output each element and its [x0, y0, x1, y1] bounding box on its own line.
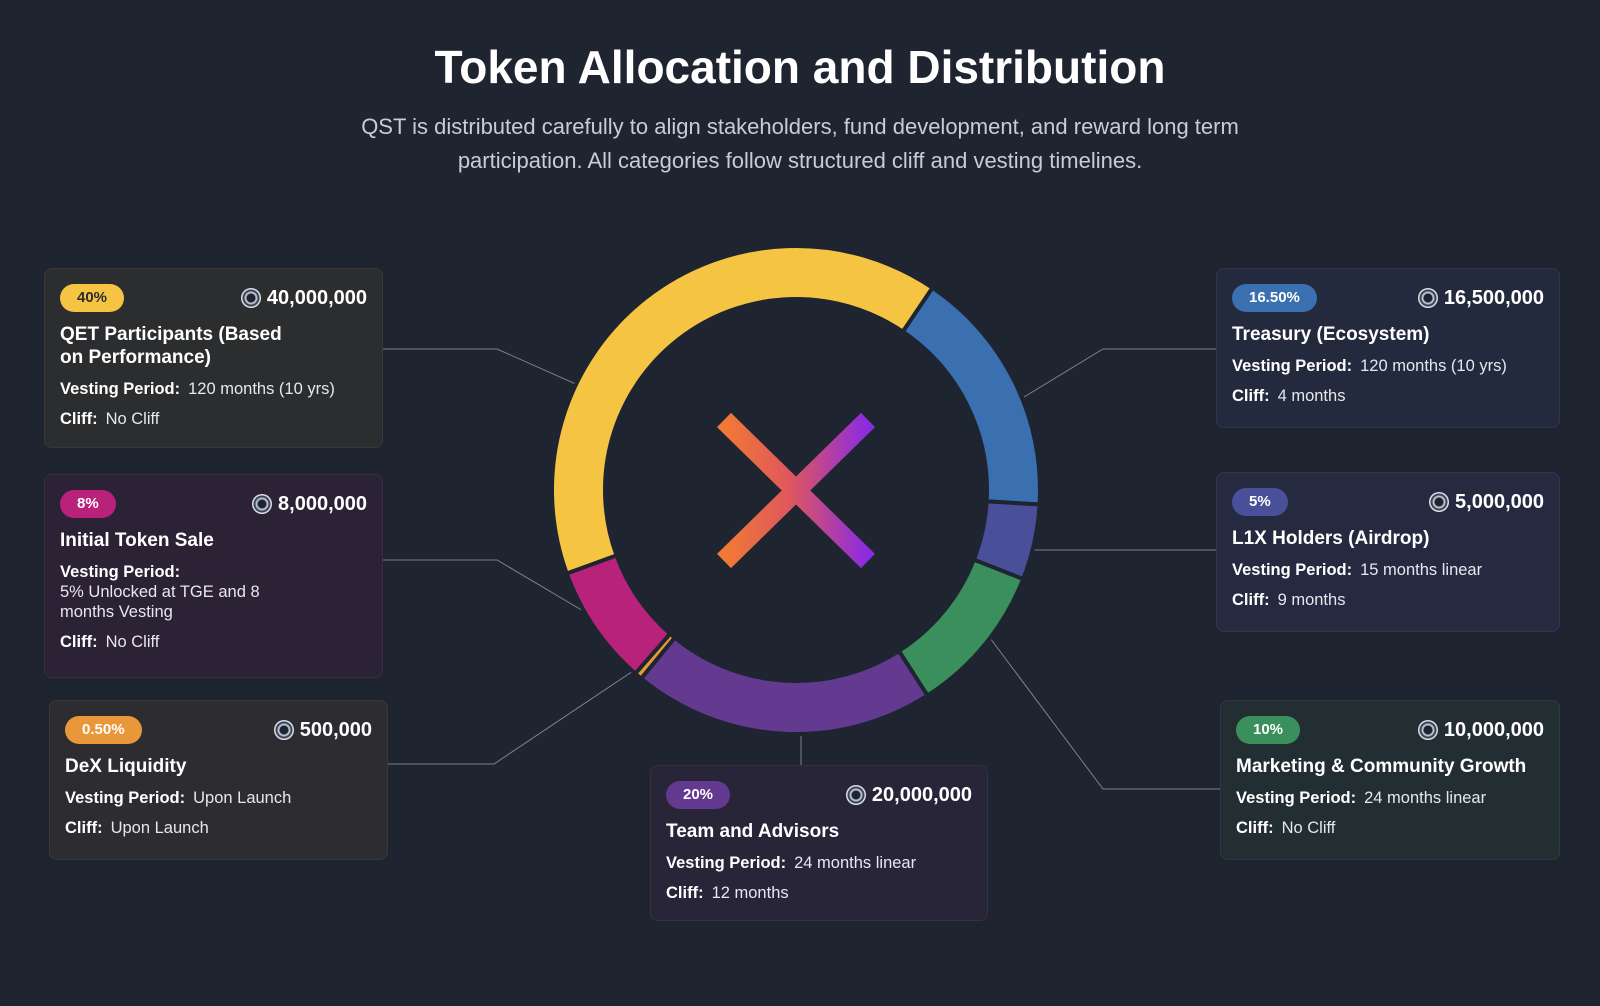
page-title: Token Allocation and Distribution	[434, 41, 1166, 93]
allocation-card-l1x: 5% 5,000,000 L1X Holders (Airdrop) Vesti…	[1216, 472, 1560, 632]
allocation-card-qet: 40% 40,000,000 QET Participants (Based o…	[44, 268, 383, 448]
vesting-label: Vesting Period:	[666, 854, 787, 872]
allocation-card-treasury: 16.50% 16,500,000 Treasury (Ecosystem) V…	[1216, 268, 1560, 428]
allocation-name: DeX Liquidity	[65, 756, 187, 777]
token-amount: 500,000	[299, 718, 372, 741]
percent-badge: 0.50%	[65, 716, 142, 744]
token-coin-icon	[1417, 720, 1438, 740]
allocation-name: Marketing & Community Growth	[1236, 756, 1527, 777]
cliff-label: Cliff:	[1236, 819, 1274, 837]
allocation-card-marketing: 10% 10,000,000 Marketing & Community Gro…	[1220, 700, 1560, 860]
token-amount: 40,000,000	[266, 286, 367, 309]
donut-slice-qet-participants-based-on-performance	[550, 244, 936, 577]
token-coin-icon	[252, 494, 273, 514]
vesting-value: 24 months linear	[1364, 789, 1487, 807]
vesting-label: Vesting Period:	[60, 563, 181, 581]
token-amount: 20,000,000	[871, 783, 972, 806]
vesting-label: Vesting Period:	[60, 380, 181, 398]
cliff-label: Cliff:	[60, 633, 98, 651]
cliff-value: No Cliff	[1281, 819, 1336, 837]
cliff-label: Cliff:	[60, 410, 98, 428]
allocation-name: Team and Advisors	[666, 821, 840, 842]
vesting-label: Vesting Period:	[1236, 789, 1357, 807]
donut-slice-marketing-community-growth	[896, 557, 1026, 699]
percent-badge: 16.50%	[1232, 284, 1317, 312]
vesting-value: 120 months (10 yrs)	[188, 380, 335, 398]
cliff-value: 4 months	[1277, 387, 1346, 405]
vesting-value: 5% Unlocked at TGE and 8 months Vesting	[60, 583, 260, 621]
asterisk-logo-icon	[694, 389, 898, 592]
page-subtitle: QST is distributed carefully to align st…	[361, 114, 1239, 173]
cliff-label: Cliff:	[666, 884, 704, 902]
cliff-label: Cliff:	[1232, 387, 1270, 405]
token-coin-icon	[240, 288, 261, 308]
allocation-name: QET Participants (Based on Performance)	[60, 324, 282, 368]
connector-marketing	[989, 637, 1220, 790]
cliff-label: Cliff:	[65, 819, 103, 837]
percent-badge: 5%	[1232, 488, 1288, 516]
donut-slice-team-and-advisors	[638, 634, 931, 736]
percent-badge: 20%	[666, 781, 731, 809]
percent-badge: 8%	[60, 490, 116, 518]
vesting-label: Vesting Period:	[1232, 561, 1353, 579]
token-coin-icon	[1417, 288, 1438, 308]
allocation-card-dex: 0.50% 500,000 DeX Liquidity Vesting Peri…	[49, 700, 388, 860]
token-amount: 10,000,000	[1443, 718, 1544, 741]
percent-badge: 40%	[60, 284, 125, 312]
allocation-card-initial-sale: 8% 8,000,000 Initial Token Sale Vesting …	[44, 474, 383, 678]
allocation-name: Treasury (Ecosystem)	[1232, 324, 1430, 345]
vesting-value: 24 months linear	[794, 854, 917, 872]
allocation-name: Initial Token Sale	[60, 530, 214, 551]
cliff-value: Upon Launch	[110, 819, 209, 837]
cliff-value: 9 months	[1277, 591, 1346, 609]
token-amount: 5,000,000	[1455, 490, 1544, 513]
connector-qet	[381, 348, 579, 386]
donut-slice-treasury-ecosystem	[900, 284, 1042, 507]
allocation-name: L1X Holders (Airdrop)	[1232, 528, 1430, 549]
percent-badge: 10%	[1236, 716, 1301, 744]
cliff-value: No Cliff	[105, 633, 160, 651]
cliff-value: 12 months	[711, 884, 789, 902]
connector-dex	[388, 668, 637, 765]
cliff-label: Cliff:	[1232, 591, 1270, 609]
token-coin-icon	[1429, 492, 1450, 512]
vesting-value: 15 months linear	[1360, 561, 1483, 579]
vesting-value: 120 months (10 yrs)	[1360, 357, 1507, 375]
connector-sale	[381, 559, 591, 616]
cliff-value: No Cliff	[105, 410, 160, 428]
connector-treasury	[1023, 348, 1216, 398]
token-coin-icon	[845, 785, 866, 805]
vesting-value: Upon Launch	[193, 789, 292, 807]
token-amount: 8,000,000	[278, 492, 367, 515]
token-amount: 16,500,000	[1443, 286, 1544, 309]
allocation-card-team: 20% 20,000,000 Team and Advisors Vesting…	[650, 765, 988, 921]
token-coin-icon	[273, 720, 294, 740]
vesting-label: Vesting Period:	[65, 789, 186, 807]
vesting-label: Vesting Period:	[1232, 357, 1353, 375]
